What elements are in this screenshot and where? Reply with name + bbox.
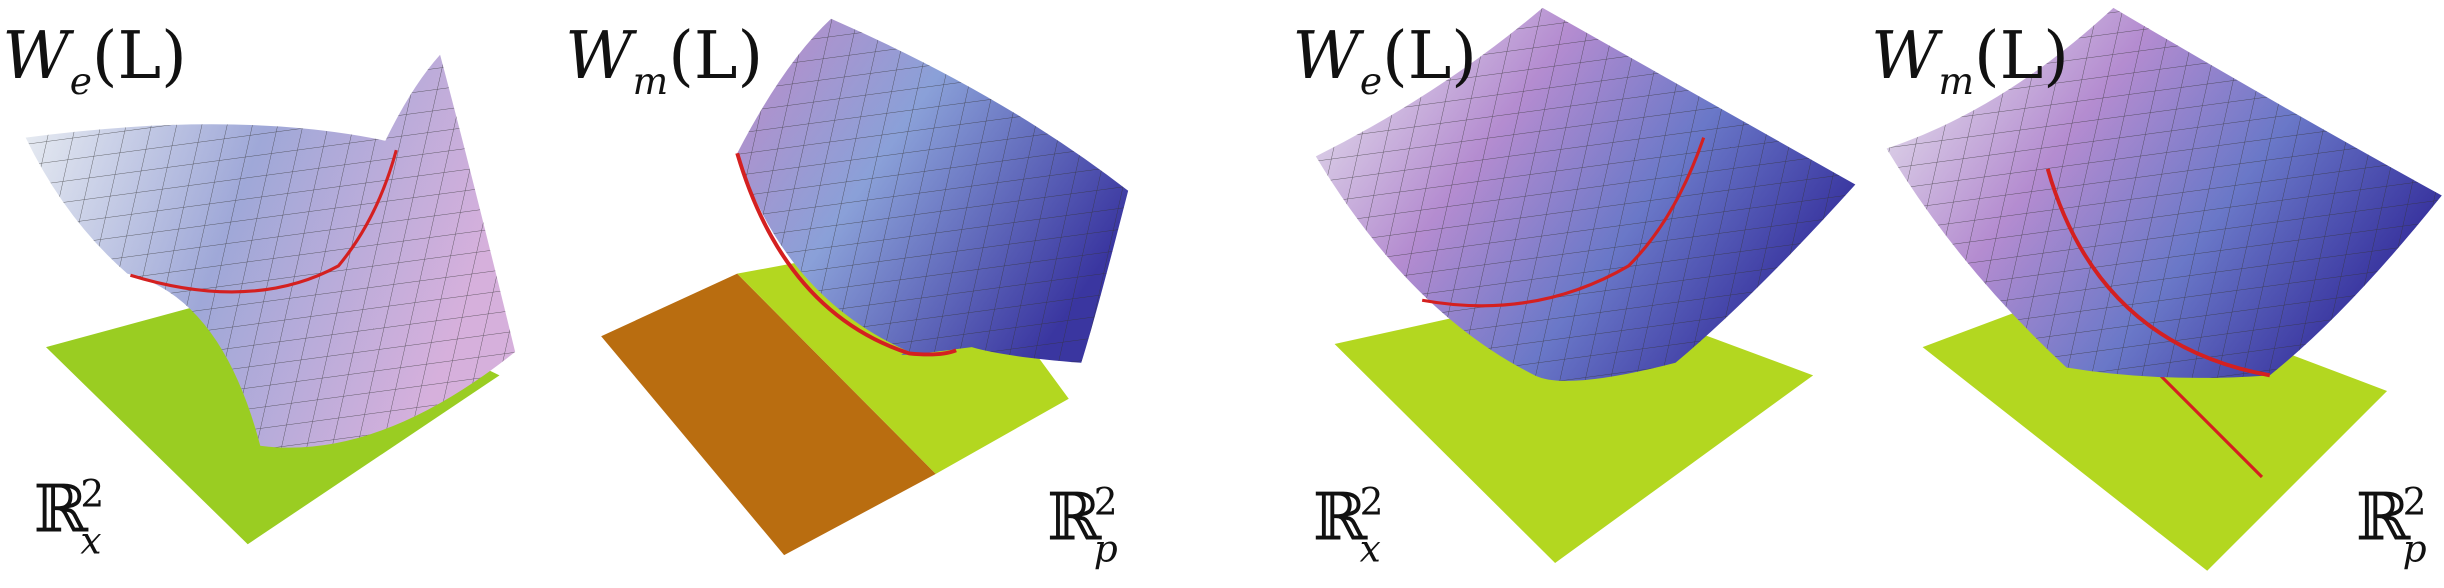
symbol: W (1292, 18, 1364, 94)
energy-label: Wm(L) (1871, 18, 2069, 103)
space-label: ℝ2 x (33, 472, 104, 563)
red-curve (2045, 168, 2271, 378)
subscript: x (80, 519, 101, 563)
symbol: W (1871, 18, 1943, 94)
symbol: ℝ (2356, 480, 2411, 556)
subscript: e (70, 59, 92, 103)
plane (1334, 289, 1814, 563)
symbol: ℝ (1047, 480, 1102, 556)
panel (25, 54, 516, 545)
plane-region (601, 273, 936, 556)
subscript: x (1360, 526, 1381, 570)
panel (1315, 7, 1856, 563)
space-label: ℝ2 p (2356, 480, 2427, 571)
energy-label: Wm(L) (565, 18, 763, 103)
subscript: m (1938, 59, 1974, 103)
symbol: W (565, 18, 637, 94)
red-line (2159, 374, 2264, 479)
argument: (L) (1382, 18, 1477, 94)
argument: (L) (92, 18, 187, 94)
energy-label: We(L) (2, 18, 187, 103)
subscript: m (633, 59, 669, 103)
panel (601, 18, 1129, 556)
argument: (L) (668, 18, 763, 94)
surface-grid (25, 54, 516, 448)
subscript: e (1360, 59, 1382, 103)
surface-grid (1315, 7, 1856, 381)
labels: We(L)ℝ2 xWm(L)ℝ2 pWe(L)ℝ2 xWm(L)ℝ2 p (2, 18, 2426, 570)
superscript: 2 (1360, 480, 1384, 524)
panel (1886, 7, 2442, 571)
argument: (L) (1974, 18, 2069, 94)
surface-grid (737, 18, 1129, 363)
superscript: 2 (80, 472, 104, 516)
subscript: p (2403, 526, 2427, 570)
symbol: ℝ (33, 472, 88, 548)
surface-grid (1886, 7, 2442, 378)
space-label: ℝ2 p (1047, 480, 1118, 571)
space-label: ℝ2 x (1313, 480, 1384, 571)
energy-label: We(L) (1292, 18, 1477, 103)
subscript: p (1094, 526, 1118, 570)
superscript: 2 (2403, 480, 2427, 524)
symbol: W (2, 18, 74, 94)
superscript: 2 (1094, 480, 1118, 524)
red-curve (735, 152, 957, 357)
symbol: ℝ (1313, 480, 1368, 556)
red-curve (129, 149, 398, 294)
red-curve (1421, 137, 1706, 308)
